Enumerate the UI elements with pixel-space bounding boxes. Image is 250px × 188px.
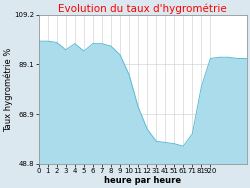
Y-axis label: Taux hygrométrie %: Taux hygrométrie %: [4, 47, 13, 132]
X-axis label: heure par heure: heure par heure: [104, 176, 181, 185]
Title: Evolution du taux d'hygrométrie: Evolution du taux d'hygrométrie: [58, 3, 227, 14]
